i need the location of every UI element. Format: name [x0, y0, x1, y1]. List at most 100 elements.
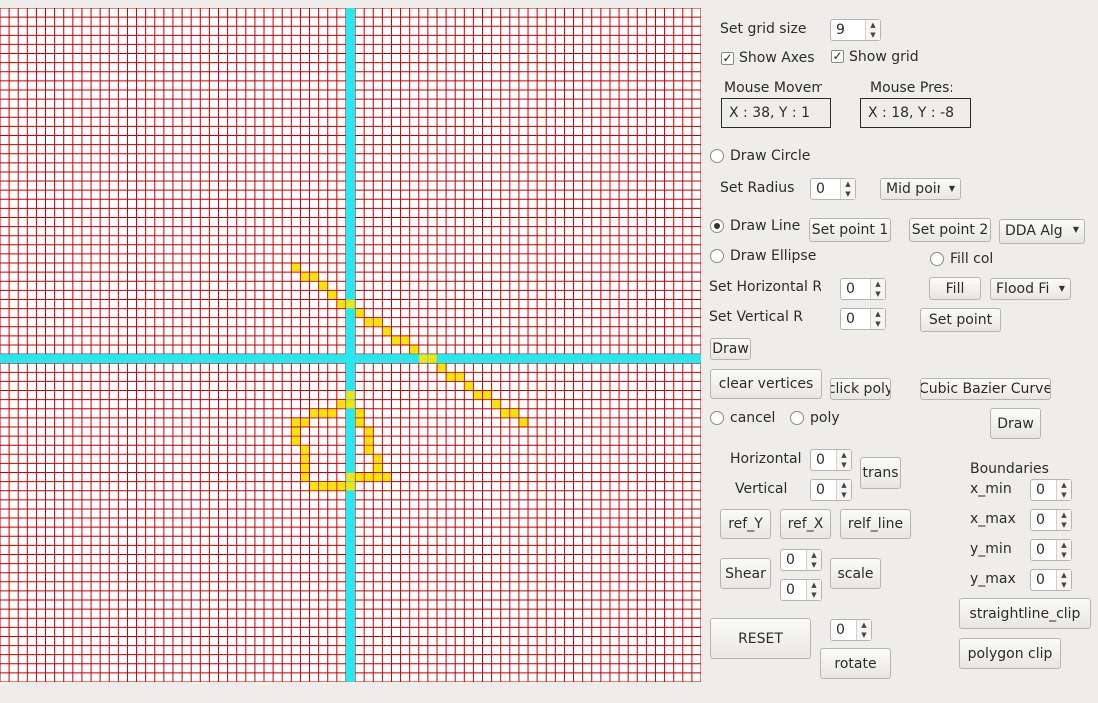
drawn-pixel [501, 409, 510, 418]
reflect-line-button[interactable]: relf_line [840, 509, 911, 539]
spin-arrows-icon[interactable]: ▲ ▼ [840, 179, 855, 199]
drawn-pixel [519, 418, 528, 427]
drawn-pixel [401, 336, 410, 345]
pixel-grid-canvas[interactable] [0, 8, 701, 682]
drawn-pixel [373, 463, 382, 473]
drawn-pixel [455, 372, 464, 381]
circle-algorithm-value: Mid poir [886, 181, 940, 197]
draw-line-radio[interactable] [710, 219, 724, 233]
rotate-angle-spinbox[interactable]: 0 ▲ ▼ [830, 619, 872, 641]
straightline-clip-button[interactable]: straightline_clip [959, 598, 1091, 629]
drawn-pixel [446, 372, 455, 381]
spin-arrows-icon[interactable]: ▲ ▼ [806, 550, 821, 570]
drawn-pixel [300, 272, 310, 281]
y-max-value: 0 [1036, 572, 1045, 588]
radius-spinbox[interactable]: 0 ▲ ▼ [810, 178, 856, 200]
drawn-pixel [300, 454, 310, 463]
draw-button[interactable]: Draw [710, 338, 751, 360]
drawn-pixel [328, 290, 337, 299]
drawn-pixel [437, 363, 446, 372]
y-min-label: y_min [970, 541, 1012, 557]
drawn-pixel [428, 354, 437, 363]
drawn-pixel [355, 418, 364, 427]
drawn-pixel [510, 409, 519, 418]
fill-button[interactable]: Fill [929, 277, 981, 300]
click-poly-button[interactable]: click poly [830, 378, 891, 400]
line-algorithm-dropdown[interactable]: DDA Alg ▼ [999, 219, 1085, 244]
translate-vertical-spinbox[interactable]: 0 ▲ ▼ [810, 479, 852, 501]
poly-radio[interactable] [790, 411, 804, 425]
drawn-pixel [291, 436, 300, 445]
draw-ellipse-radio[interactable] [710, 249, 724, 263]
drawn-pixel [373, 318, 382, 327]
drawn-pixel [364, 473, 373, 482]
translate-vertical-label: Vertical [735, 481, 788, 497]
drawn-pixel [346, 391, 355, 400]
y-min-spinbox[interactable]: 0 ▲ ▼ [1030, 539, 1072, 561]
horizontal-radius-value: 0 [846, 281, 855, 297]
drawn-pixel [310, 482, 319, 491]
spin-arrows-icon[interactable]: ▲ ▼ [865, 20, 880, 40]
shear-y-spinbox[interactable]: 0 ▲ ▼ [780, 579, 822, 601]
line-algorithm-value: DDA Alg [1005, 223, 1063, 239]
translate-horizontal-spinbox[interactable]: 0 ▲ ▼ [810, 449, 852, 471]
drawn-pixel [328, 409, 337, 418]
drawn-pixel [483, 391, 492, 400]
cancel-radio[interactable] [710, 411, 724, 425]
spin-arrows-icon[interactable]: ▲ ▼ [856, 620, 871, 640]
spin-arrows-icon[interactable]: ▲ ▼ [1056, 570, 1071, 590]
y-max-spinbox[interactable]: 0 ▲ ▼ [1030, 569, 1072, 591]
horizontal-radius-spinbox[interactable]: 0 ▲ ▼ [840, 278, 886, 300]
spin-arrows-icon[interactable]: ▲ ▼ [1056, 480, 1071, 500]
grid-size-spinbox[interactable]: 9 ▲ ▼ [830, 19, 881, 41]
show-grid-label: Show grid [849, 49, 919, 65]
poly-label: poly [810, 410, 840, 426]
shear-button[interactable]: Shear [720, 558, 771, 589]
spin-arrows-icon[interactable]: ▲ ▼ [870, 309, 885, 329]
bezier-draw-button[interactable]: Draw [990, 408, 1041, 439]
chevron-down-icon: ▼ [1072, 225, 1079, 234]
horizontal-radius-label: Set Horizontal R [709, 279, 821, 295]
reset-button[interactable]: RESET [710, 618, 811, 659]
cubic-bezier-curve-button[interactable]: Cubic Bazier Curve [920, 378, 1051, 400]
drawn-pixel [419, 354, 428, 363]
spin-arrows-icon[interactable]: ▲ ▼ [870, 279, 885, 299]
vertical-radius-spinbox[interactable]: 0 ▲ ▼ [840, 308, 886, 330]
shear-x-spinbox[interactable]: 0 ▲ ▼ [780, 549, 822, 571]
fill-set-point-button[interactable]: Set point [920, 308, 1001, 332]
x-min-label: x_min [970, 481, 1012, 497]
drawn-pixel [337, 299, 346, 309]
drawn-pixel [492, 400, 501, 409]
circle-algorithm-dropdown[interactable]: Mid poir ▼ [880, 178, 961, 200]
radius-value: 0 [816, 181, 825, 197]
drawn-pixel [364, 427, 373, 436]
spin-arrows-icon[interactable]: ▲ ▼ [1056, 540, 1071, 560]
show-grid-checkbox[interactable]: ✓ [831, 49, 844, 63]
draw-ellipse-label: Draw Ellipse [730, 248, 817, 264]
drawn-pixel [391, 336, 401, 345]
show-axes-checkbox[interactable]: ✓ [721, 51, 734, 65]
fill-algorithm-dropdown[interactable]: Flood Fi ▼ [990, 278, 1071, 300]
set-point-2-button[interactable]: Set point 2 [909, 218, 991, 242]
x-min-spinbox[interactable]: 0 ▲ ▼ [1030, 479, 1072, 501]
mouse-pressed-label: Mouse Pres: [870, 80, 952, 96]
translate-button[interactable]: trans [860, 457, 901, 489]
scale-button[interactable]: scale [830, 558, 881, 589]
x-max-spinbox[interactable]: 0 ▲ ▼ [1030, 509, 1072, 531]
polygon-clip-button[interactable]: polygon clip [959, 638, 1061, 669]
spin-arrows-icon[interactable]: ▲ ▼ [806, 580, 821, 600]
draw-circle-radio[interactable] [710, 149, 724, 163]
fill-color-radio[interactable] [930, 252, 944, 266]
clear-vertices-button[interactable]: clear vertices [710, 369, 822, 399]
reflect-y-button[interactable]: ref_Y [720, 509, 771, 539]
rotate-button[interactable]: rotate [820, 648, 891, 679]
drawn-pixel [464, 381, 473, 391]
set-point-1-button[interactable]: Set point 1 [809, 218, 891, 242]
reflect-x-button[interactable]: ref_X [780, 509, 831, 539]
spin-arrows-icon[interactable]: ▲ ▼ [836, 450, 851, 470]
draw-line-label: Draw Line [730, 218, 801, 234]
spin-arrows-icon[interactable]: ▲ ▼ [1056, 510, 1071, 530]
spin-arrows-icon[interactable]: ▲ ▼ [836, 480, 851, 500]
drawn-pixel [319, 281, 328, 290]
drawn-pixel [328, 482, 337, 491]
